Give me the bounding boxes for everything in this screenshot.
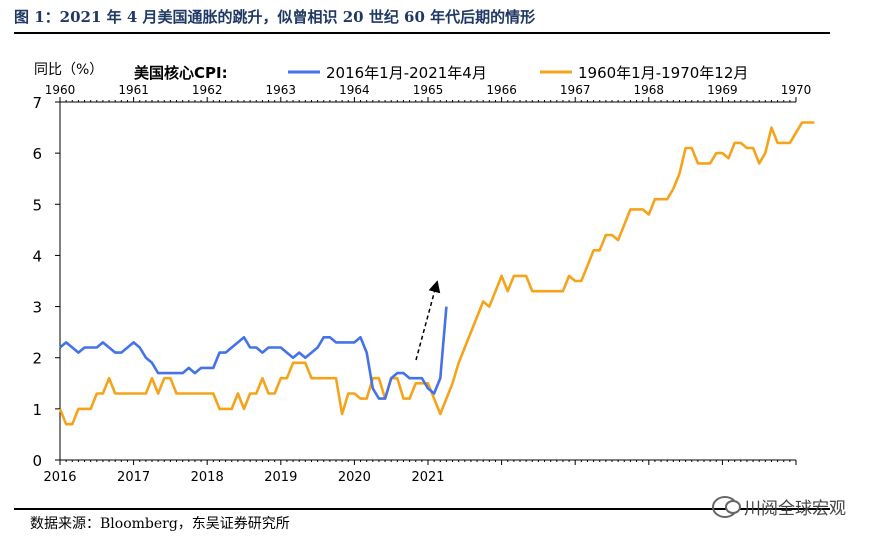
series-layer	[58, 121, 815, 426]
y-tick-label: 3	[32, 299, 42, 317]
y-tick-label: 4	[32, 247, 42, 265]
x-top-tick-label: 1969	[707, 83, 738, 97]
y-tick-label: 6	[32, 145, 42, 163]
x-top-tick-label: 1961	[118, 83, 149, 97]
x-top-tick-label: 1965	[413, 83, 444, 97]
x-top-tick-label: 1962	[192, 83, 223, 97]
legend-label-2016: 2016年1月-2021年4月	[326, 64, 487, 82]
x-bottom-tick-label: 2017	[117, 470, 150, 485]
legend-label-1960: 1960年1月-1970年12月	[578, 64, 748, 82]
x-top-tick-label: 1970	[781, 83, 812, 97]
y-tick-label: 7	[32, 94, 42, 112]
legend-title: 美国核心CPI:	[134, 64, 228, 82]
x-bottom-tick-label: 2020	[338, 470, 371, 485]
watermark: 川阅全球宏观	[712, 494, 846, 519]
y-tick-label: 1	[32, 401, 42, 419]
source-note: 数据来源：Bloomberg，东吴证券研究所	[30, 516, 290, 532]
footer-rule	[14, 508, 830, 510]
legend: 2016年1月-2021年4月 1960年1月-1970年12月	[288, 64, 748, 82]
x-bottom-tick-label: 2016	[43, 470, 76, 485]
watermark-text: 川阅全球宏观	[744, 499, 846, 519]
series-line-2016-2021	[59, 306, 448, 400]
x-top-tick-label: 1968	[634, 83, 665, 97]
x-top-tick-label: 1966	[486, 83, 517, 97]
x-top-tick-label: 1967	[560, 83, 591, 97]
y-tick-label: 0	[32, 452, 42, 470]
wechat-icon	[712, 495, 741, 518]
x-bottom-tick-label: 2021	[411, 470, 444, 485]
x-bottom-tick-label: 2018	[191, 470, 224, 485]
figure-title: 图 1：2021 年 4 月美国通胀的跳升，似曾相识 20 世纪 60 年代后期…	[14, 8, 536, 26]
series-line-1960-1970	[58, 121, 815, 426]
y-axis-label: 同比（%）	[34, 62, 103, 78]
trend-arrow	[415, 280, 441, 361]
x-top-tick-label: 1963	[266, 83, 297, 97]
title-rule	[14, 32, 830, 34]
x-top-tick-label: 1964	[339, 83, 370, 97]
x-top-tick-label: 1960	[45, 83, 76, 97]
x-bottom-tick-label: 2019	[264, 470, 297, 485]
y-tick-label: 2	[32, 350, 42, 368]
y-tick-label: 5	[32, 196, 42, 214]
